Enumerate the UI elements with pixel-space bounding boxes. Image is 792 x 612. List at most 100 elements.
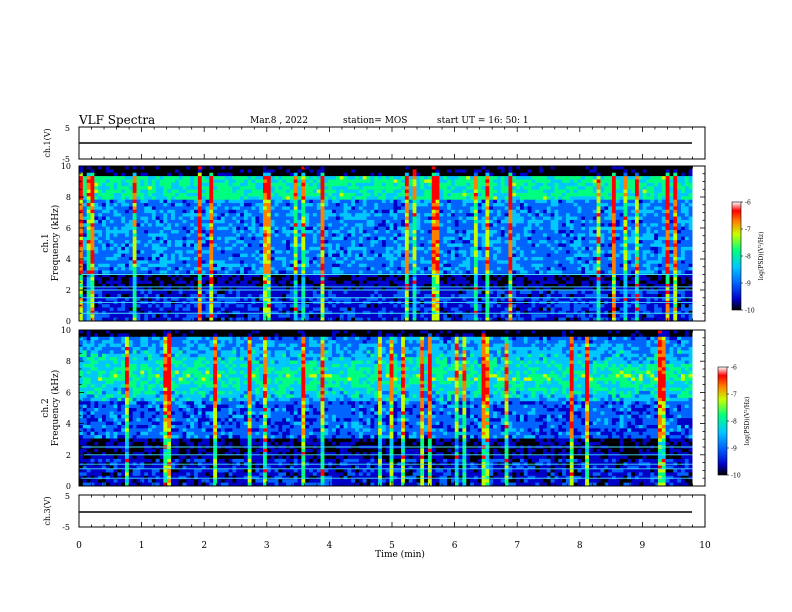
spectrogram-cell [496, 192, 502, 197]
spectrogram-cell [619, 250, 624, 254]
spectrogram-cell [439, 186, 444, 190]
spectrogram-cell [251, 260, 256, 265]
spectrogram-cell [424, 236, 429, 241]
spectrogram-cell [393, 179, 398, 184]
spectrogram-cell [638, 223, 643, 227]
spectrogram-cell [439, 263, 444, 268]
spectrogram-cell [673, 189, 678, 194]
spectrogram-cell [550, 243, 555, 248]
spectrogram-cell [447, 246, 452, 251]
spectrogram-cell [466, 233, 471, 238]
spectrogram-cell [374, 243, 379, 248]
spectrogram-cell [562, 253, 567, 258]
spectrogram-cell [128, 250, 133, 254]
spectrogram-cell [370, 263, 375, 268]
spectrogram-cell [546, 213, 551, 217]
spectrogram-cell [565, 213, 571, 217]
spectrogram-cell [527, 182, 532, 187]
spectrogram-cell [332, 192, 337, 197]
spectrogram-cell [581, 189, 586, 194]
spectrogram-cell [167, 219, 172, 224]
spectrogram-cell [194, 226, 199, 231]
spectrogram-cell [305, 196, 310, 200]
spectrogram-cell [117, 236, 122, 241]
spectrogram-cell [167, 206, 172, 211]
spectrogram-cell [174, 223, 179, 227]
spectrogram-cell [278, 206, 283, 211]
spectrogram-cell [163, 199, 168, 204]
spectrogram-cell [247, 203, 252, 207]
spectrogram-cell [125, 226, 130, 231]
spectrogram-cell [205, 189, 210, 194]
spectrogram-cell [86, 166, 91, 170]
spectrogram-cell [339, 213, 344, 217]
spectrogram-cell [358, 216, 364, 221]
spectrogram-cell [312, 243, 318, 248]
spectrogram-cell [669, 176, 674, 180]
spectrogram-cell [546, 172, 551, 177]
spectrogram-cell [109, 223, 114, 227]
spectrogram-cell [355, 192, 360, 197]
spectrogram-cell [197, 192, 202, 197]
spectrogram-cell [174, 186, 179, 190]
spectrogram-cell [493, 166, 498, 170]
spectrogram-cell [573, 230, 578, 234]
spectrogram-cell [328, 223, 333, 227]
spectrogram-cell [182, 192, 187, 197]
spectrogram-cell [151, 233, 156, 238]
spectrogram-cell [661, 260, 666, 265]
spectrogram-cell [136, 206, 141, 211]
spectrogram-cell [82, 233, 87, 238]
spectrogram-cell [608, 240, 613, 244]
spectrogram-cell [102, 240, 107, 244]
spectrogram-cell [159, 176, 164, 180]
spectrogram-cell [489, 169, 494, 174]
spectrogram-cell [554, 233, 559, 238]
spectrogram-cell [243, 263, 248, 268]
spectrogram-cell [661, 253, 666, 258]
spectrogram-cell [113, 230, 118, 234]
spectrogram-cell [439, 230, 444, 234]
spectrogram-cell [220, 240, 225, 244]
spectrogram-cell [293, 263, 298, 268]
spectrogram-cell [435, 189, 440, 194]
spectrogram-cell [155, 236, 160, 241]
spectrogram-cell [631, 243, 636, 248]
spectrogram-cell [186, 260, 191, 265]
spectrogram-cell [420, 182, 425, 187]
spectrogram-cell [585, 226, 590, 231]
spectrogram-cell [151, 219, 156, 224]
spectrogram-cell [408, 209, 413, 214]
spectrogram-cell [688, 192, 693, 197]
spectrogram-cell [128, 166, 133, 170]
spectrogram-cell [217, 260, 222, 265]
spectrogram-cell [485, 169, 490, 174]
spectrogram-cell [159, 166, 164, 170]
spectrogram-cell [473, 236, 479, 241]
spectrogram-cell [109, 226, 114, 231]
spectrogram-cell [447, 179, 452, 184]
spectrogram-cell [462, 256, 467, 261]
spectrogram-cell [381, 182, 387, 187]
spectrogram-cell [558, 196, 563, 200]
spectrogram-cell [535, 189, 540, 194]
spectrogram-cell [657, 186, 663, 190]
spectrogram-cell [546, 243, 551, 248]
spectrogram-cell [113, 192, 118, 197]
spectrogram-cell [128, 267, 133, 271]
spectrogram-cell [98, 256, 103, 261]
spectrogram-cell [669, 199, 674, 204]
spectrogram-cell [278, 213, 283, 217]
spectrogram-cell [240, 250, 245, 254]
spectrogram-cell [167, 216, 172, 221]
spectrogram-cell [220, 243, 225, 248]
spectrogram-cell [581, 250, 586, 254]
spectrogram-cell [489, 246, 494, 251]
spectrogram-cell [661, 236, 666, 241]
spectrogram-cell [489, 182, 494, 187]
spectrogram-cell [335, 236, 341, 241]
spectrogram-cell [654, 233, 659, 238]
spectrogram-cell [90, 253, 95, 258]
spectrogram-cell [408, 263, 413, 268]
spectrogram-cell [82, 209, 87, 214]
